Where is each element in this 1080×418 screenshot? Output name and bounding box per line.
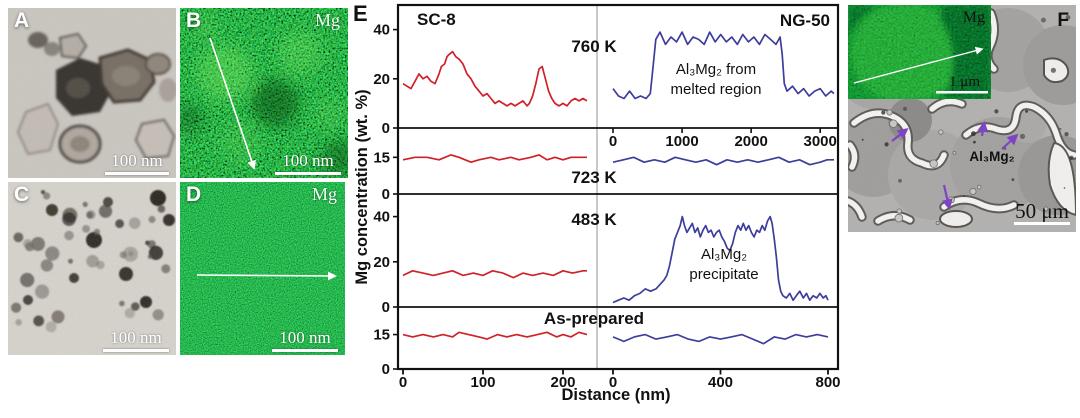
curve-NG-50-as-prepared — [612, 333, 829, 345]
panel-b-label: B — [186, 9, 202, 32]
x-axis-title: Distance (nm) — [561, 386, 670, 404]
y-axis-title: Mg concentration (wt. %) — [353, 89, 371, 284]
y-tick-label: 0 — [382, 186, 390, 203]
inner-x-tick-label: 0 — [609, 133, 617, 150]
panel-f-inset-scale-text: 1 μm — [949, 74, 980, 90]
panel-d-linescan-arrow — [196, 271, 337, 281]
x-tick-label: 800 — [815, 374, 840, 391]
panel-d-eds-map: D Mg 100 nm — [180, 182, 345, 355]
y-tick-label: 20 — [373, 71, 390, 88]
panel-b-linescan-arrow — [209, 37, 256, 170]
inner-x-tick-label: 3000 — [804, 133, 837, 150]
panel-f-sem-image: Al₃Mg₂ 50 μm F Mg 1 μm — [848, 5, 1076, 232]
curve-SC-8-760-k — [402, 50, 588, 107]
panel-f-phase-arrows — [891, 120, 1019, 211]
curve-SC-8-as-prepared — [402, 331, 588, 340]
panel-d-label: D — [186, 183, 202, 206]
inner-x-tick-label: 1000 — [665, 133, 698, 150]
condition-label: 760 K — [571, 37, 617, 56]
panel-a-scale-line — [105, 172, 169, 175]
panel-c-scale-line — [103, 349, 169, 352]
y-tick-label: 15 — [373, 149, 390, 166]
panel-b-element-label: Mg — [314, 10, 340, 30]
panel-f-eds-inset: Mg 1 μm — [848, 5, 991, 99]
panel-c-texture — [8, 182, 176, 355]
panel-a-scale-text: 100 nm — [111, 151, 163, 170]
panel-b-patches — [180, 12, 348, 176]
x-tick-label: 100 — [470, 374, 495, 391]
panel-c-scale-bar: 100 nm — [103, 329, 169, 352]
panel-f-inset-linescan-arrow — [853, 46, 984, 84]
panel-b-scale-line — [275, 172, 341, 175]
inner-x-tick-label: 2000 — [734, 133, 767, 150]
condition-label: 723 K — [571, 168, 617, 187]
panel-d-scale-text: 100 nm — [279, 328, 331, 347]
panel-a-texture — [8, 8, 176, 178]
y-tick-label: 15 — [373, 327, 390, 344]
panel-d-texture — [180, 182, 345, 355]
curve-NG-50-760-k — [612, 31, 835, 100]
panel-d-scale-bar: 100 nm — [272, 329, 338, 352]
chart-condition-labels: 760 K Al₃Mg₂ from melted region 723 K 483 K A… — [544, 37, 762, 328]
panel-f-inset-scale-line — [936, 91, 988, 94]
panel-f-phase-label: Al₃Mg₂ — [969, 149, 1014, 164]
panel-f-inset-element-label: Mg — [963, 9, 985, 26]
y-tick-label: 40 — [373, 209, 390, 226]
curve-annotation: melted region — [671, 81, 762, 98]
panel-e-chart: 0 20 40 0 1000 2000 3000 0 15 0 20 40 0 15 0 100 200 0 400… — [350, 0, 850, 413]
panel-f-scale-text: 50 μm — [1015, 199, 1069, 223]
x-tick-label: 200 — [550, 374, 575, 391]
panel-b-eds-map: B Mg 100 nm — [180, 8, 348, 178]
x-tick-label: 400 — [708, 374, 733, 391]
panel-a-scale-bar: 100 nm — [105, 152, 169, 175]
chart-curves — [402, 31, 835, 345]
curve-SC-8-483-k — [402, 269, 587, 279]
panel-c-label: C — [14, 183, 30, 206]
panel-d-element-label: Mg — [311, 184, 337, 204]
curve-NG-50-483-k — [612, 215, 829, 304]
curve-annotation: Al₃Mg₂ — [701, 246, 747, 263]
panel-c-tem-image: C 100 nm — [8, 182, 176, 355]
plot-border — [396, 3, 840, 371]
panel-a-label: A — [14, 9, 30, 32]
panel-c-grain-overlay — [8, 182, 176, 355]
condition-label: As-prepared — [544, 309, 644, 328]
condition-label: 483 K — [571, 210, 617, 229]
y-tick-label: 0 — [382, 299, 390, 316]
panel-b-scale-text: 100 nm — [282, 151, 334, 170]
panel-d-scale-line — [272, 349, 338, 352]
panel-b-scale-bar: 100 nm — [275, 152, 341, 175]
panel-f-label: F — [1057, 10, 1069, 31]
curve-annotation: Al₃Mg₂ from — [676, 61, 756, 78]
panel-f-scale-line — [1014, 222, 1070, 225]
panel-a-grain-overlay — [8, 8, 176, 178]
y-tick-label: 40 — [373, 22, 390, 39]
sample-label-sc8: SC-8 — [417, 10, 456, 29]
panel-b-texture — [180, 8, 348, 178]
panel-c-scale-text: 100 nm — [110, 328, 162, 347]
x-tick-label: 0 — [609, 374, 617, 391]
panel-a-tem-image: A 100 nm — [8, 8, 176, 178]
panel-f-inset-speckle — [848, 5, 991, 99]
sample-label-ng50: NG-50 — [780, 11, 830, 30]
panel-d-speckle — [180, 182, 345, 355]
curve-annotation: precipitate — [689, 266, 758, 283]
panel-e-label: E — [353, 1, 368, 26]
y-tick-label: 0 — [382, 361, 390, 378]
curve-NG-50-723-k — [612, 156, 834, 166]
x-tick-label: 0 — [399, 374, 407, 391]
panel-f-inset-texture: Mg 1 μm — [848, 5, 991, 99]
curve-SC-8-723-k — [402, 154, 587, 164]
y-tick-label: 0 — [382, 120, 390, 137]
chart-frame — [396, 3, 840, 371]
y-tick-label: 20 — [373, 254, 390, 271]
